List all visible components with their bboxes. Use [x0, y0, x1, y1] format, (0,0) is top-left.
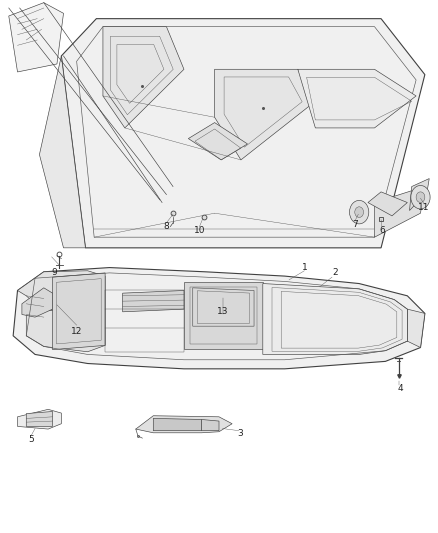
Polygon shape — [9, 3, 64, 72]
Polygon shape — [215, 69, 315, 160]
Text: 2: 2 — [332, 269, 338, 277]
Text: 4: 4 — [398, 384, 403, 392]
Circle shape — [411, 185, 430, 209]
Circle shape — [350, 200, 369, 224]
Polygon shape — [407, 309, 425, 348]
Polygon shape — [103, 27, 184, 128]
Text: 13: 13 — [217, 308, 228, 316]
Polygon shape — [39, 56, 85, 248]
Text: 7: 7 — [352, 221, 358, 229]
Polygon shape — [61, 19, 425, 248]
Polygon shape — [263, 284, 407, 354]
Polygon shape — [123, 290, 184, 312]
Polygon shape — [368, 192, 407, 216]
Text: 12: 12 — [71, 327, 82, 336]
Polygon shape — [410, 179, 429, 211]
Polygon shape — [136, 416, 232, 433]
Circle shape — [355, 207, 364, 217]
Text: 11: 11 — [418, 204, 430, 212]
Text: 3: 3 — [237, 430, 243, 438]
Circle shape — [416, 192, 425, 203]
Polygon shape — [153, 418, 201, 431]
Polygon shape — [201, 419, 219, 431]
Text: 6: 6 — [379, 226, 385, 235]
Polygon shape — [26, 301, 105, 352]
Text: 1: 1 — [301, 263, 307, 272]
Polygon shape — [53, 273, 105, 350]
Text: 9: 9 — [52, 269, 58, 277]
Polygon shape — [374, 187, 425, 237]
Polygon shape — [13, 268, 425, 369]
Polygon shape — [188, 123, 247, 160]
Polygon shape — [22, 288, 53, 317]
Polygon shape — [184, 282, 263, 349]
Polygon shape — [298, 69, 416, 128]
Text: 5: 5 — [28, 435, 35, 444]
Text: 10: 10 — [194, 227, 205, 235]
Polygon shape — [26, 411, 53, 426]
Polygon shape — [18, 409, 61, 429]
Text: 8: 8 — [163, 222, 170, 231]
Polygon shape — [18, 271, 105, 312]
